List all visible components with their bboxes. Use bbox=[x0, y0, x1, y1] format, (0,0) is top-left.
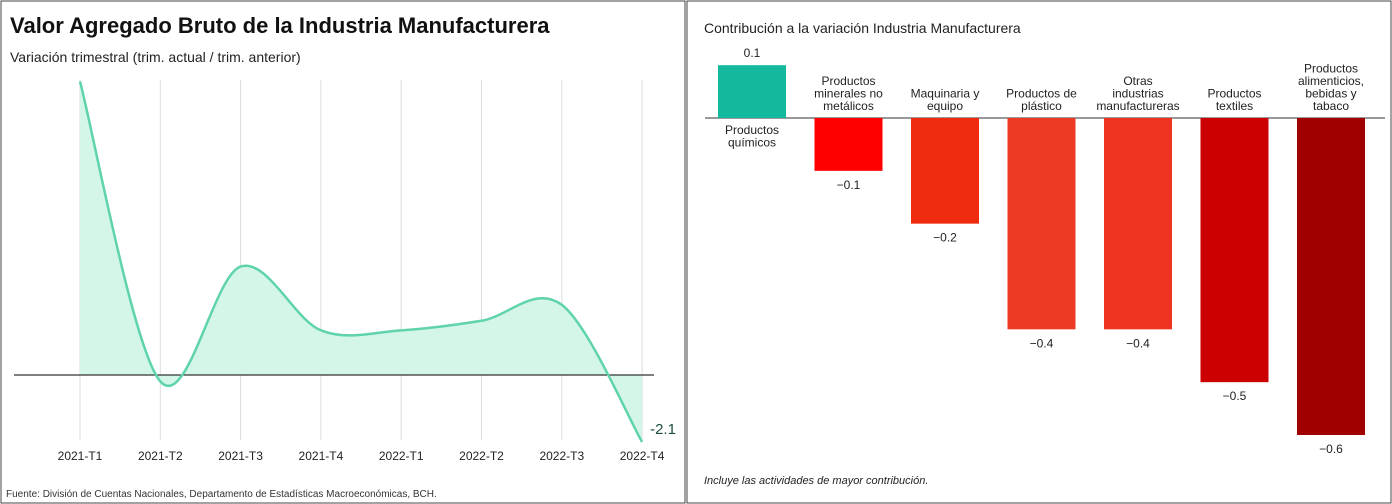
chart-subtitle: Variación trimestral (trim. actual / tri… bbox=[10, 49, 301, 65]
bar bbox=[718, 65, 786, 118]
category-line: equipo bbox=[927, 99, 963, 113]
category-line: manufactureras bbox=[1096, 99, 1179, 113]
category-line: metálicos bbox=[823, 99, 874, 113]
category-line: Productos bbox=[821, 74, 875, 88]
category-line: textiles bbox=[1216, 99, 1253, 113]
bar bbox=[1104, 118, 1172, 330]
bar bbox=[1007, 118, 1076, 330]
chart-title: Valor Agregado Bruto de la Industria Man… bbox=[10, 13, 550, 38]
note: Incluye las actividades de mayor contrib… bbox=[704, 475, 928, 487]
value-label: −0.5 bbox=[1223, 389, 1247, 403]
line bbox=[78, 81, 644, 443]
category-label: Productos químicos bbox=[725, 123, 779, 150]
x-tick-label: 2021-T4 bbox=[299, 449, 344, 463]
category-line: alimenticios, bbox=[1298, 74, 1364, 88]
x-tick-label: 2022-T4 bbox=[620, 449, 665, 463]
bar bbox=[1297, 118, 1365, 435]
category-line: tabaco bbox=[1313, 99, 1349, 113]
value-label: 0.1 bbox=[744, 46, 761, 60]
category-line: bebidas y bbox=[1305, 87, 1356, 101]
category-label: Productos textiles bbox=[1207, 87, 1261, 114]
source: Fuente: División de Cuentas Nacionales, … bbox=[6, 489, 437, 500]
chart-title: Contribución a la variación Industria Ma… bbox=[704, 20, 1021, 36]
left-panel bbox=[0, 0, 686, 504]
category-line: Maquinaria y bbox=[911, 87, 980, 101]
value-label: -2.1 bbox=[650, 421, 676, 438]
value-label: −0.6 bbox=[1319, 442, 1343, 456]
right-panel bbox=[686, 0, 1392, 504]
value-label: −0.4 bbox=[1126, 336, 1150, 350]
x-tick-label: 2022-T3 bbox=[539, 449, 584, 463]
bar bbox=[911, 118, 979, 224]
category-label: Productos minerales no metálicos bbox=[814, 74, 883, 113]
category-line: Productos bbox=[1304, 62, 1358, 76]
category-line: industrias bbox=[1112, 87, 1163, 101]
category-line: minerales no bbox=[814, 87, 883, 101]
category-label: Maquinaria y equipo bbox=[911, 87, 980, 114]
x-tick-label: 2022-T1 bbox=[379, 449, 424, 463]
x-tick-label: 2021-T2 bbox=[138, 449, 183, 463]
value-label: −0.4 bbox=[1030, 336, 1054, 350]
category-label: Productos alimenticios, bebidas y tabaco bbox=[1298, 62, 1364, 114]
bar bbox=[814, 118, 883, 171]
x-tick-label: 2021-T1 bbox=[58, 449, 103, 463]
category-line: Productos bbox=[1207, 87, 1261, 101]
x-tick-label: 2022-T2 bbox=[459, 449, 504, 463]
bar bbox=[1200, 118, 1269, 383]
category-line: Productos bbox=[725, 123, 779, 137]
category-line: Otras bbox=[1123, 74, 1152, 88]
value-label: −0.1 bbox=[837, 178, 861, 192]
category-label: Otras industrias manufactureras bbox=[1096, 74, 1179, 113]
x-tick-label: 2021-T3 bbox=[218, 449, 263, 463]
value-label: −0.2 bbox=[933, 231, 957, 245]
category-line: plástico bbox=[1021, 99, 1062, 113]
category-label: Productos de plástico bbox=[1006, 87, 1077, 114]
area bbox=[80, 81, 643, 442]
category-line: Productos de bbox=[1006, 87, 1077, 101]
category-line: químicos bbox=[728, 136, 776, 150]
